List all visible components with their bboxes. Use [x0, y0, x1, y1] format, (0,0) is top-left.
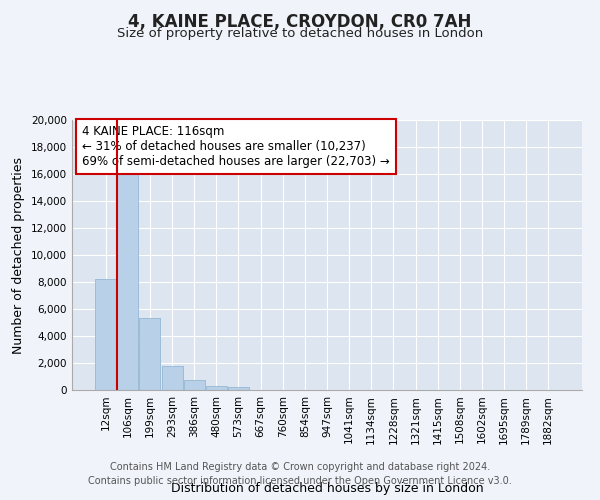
Bar [139, 318, 160, 390]
Bar [95, 280, 116, 390]
Text: Size of property relative to detached houses in London: Size of property relative to detached ho… [117, 28, 483, 40]
Text: Contains HM Land Registry data © Crown copyright and database right 2024.
Contai: Contains HM Land Registry data © Crown c… [88, 462, 512, 486]
Text: 4, KAINE PLACE, CROYDON, CR0 7AH: 4, KAINE PLACE, CROYDON, CR0 7AH [128, 12, 472, 30]
Bar [118, 166, 139, 390]
Bar [184, 380, 205, 390]
Bar [206, 386, 227, 390]
Text: Distribution of detached houses by size in London: Distribution of detached houses by size … [170, 482, 484, 495]
Text: 4 KAINE PLACE: 116sqm
← 31% of detached houses are smaller (10,237)
69% of semi-: 4 KAINE PLACE: 116sqm ← 31% of detached … [82, 126, 390, 168]
Bar [228, 386, 249, 390]
Y-axis label: Number of detached properties: Number of detached properties [13, 156, 25, 354]
Bar [161, 366, 182, 390]
